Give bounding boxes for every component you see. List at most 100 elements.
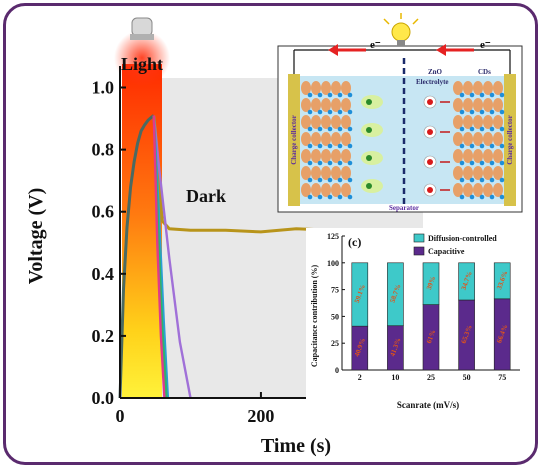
y-axis-label: Voltage (V) bbox=[25, 188, 47, 284]
series-line-0 bbox=[118, 114, 155, 399]
zno-particle bbox=[301, 149, 311, 163]
cd-dot bbox=[307, 194, 313, 200]
bar-segment-1 bbox=[493, 262, 511, 300]
electron-label-left: e⁻ bbox=[370, 39, 381, 51]
cd-dot bbox=[337, 160, 343, 166]
separator-label: Separator bbox=[389, 204, 419, 212]
zno-particle bbox=[331, 98, 341, 112]
cd-dot bbox=[499, 126, 505, 132]
zno-particle bbox=[321, 132, 331, 146]
zno-particle bbox=[483, 132, 493, 146]
bar-x-tick-label: 10 bbox=[391, 373, 399, 382]
zno-particle bbox=[483, 166, 493, 180]
ions bbox=[361, 95, 450, 197]
bar-y-tick-label: 75 bbox=[331, 286, 339, 295]
cd-dot bbox=[327, 92, 333, 98]
cd-dot bbox=[499, 143, 505, 149]
y-tick-label: 0.4 bbox=[92, 264, 115, 284]
cd-dot bbox=[489, 177, 495, 183]
zno-particle bbox=[473, 98, 483, 112]
zno-particle bbox=[463, 81, 473, 95]
cd-dot bbox=[307, 109, 313, 115]
anion-core bbox=[366, 155, 372, 161]
cd-dot bbox=[499, 109, 505, 115]
zno-label: ZnO bbox=[428, 68, 443, 76]
zno-particle bbox=[321, 149, 331, 163]
zno-particle bbox=[341, 115, 351, 129]
cd-dot bbox=[307, 126, 313, 132]
zno-particle bbox=[493, 149, 503, 163]
bar-layer: 025507510012540.9%59.1%241.3%58.7%1061%3… bbox=[327, 232, 520, 382]
cd-dot bbox=[317, 126, 323, 132]
cd-dot bbox=[337, 143, 343, 149]
cd-dot bbox=[469, 194, 475, 200]
zno-particle bbox=[311, 166, 321, 180]
anion-core bbox=[366, 99, 372, 105]
zno-particle bbox=[453, 149, 463, 163]
electron-arrow-left-icon bbox=[328, 44, 366, 56]
cd-dot bbox=[469, 177, 475, 183]
cd-dot bbox=[317, 92, 323, 98]
bulb-icon bbox=[383, 13, 419, 46]
bar-inset-bg bbox=[306, 228, 528, 424]
bar-segment-1 bbox=[422, 262, 440, 305]
cd-dot bbox=[469, 160, 475, 166]
cd-dot bbox=[469, 92, 475, 98]
cd-dot bbox=[327, 109, 333, 115]
figure-frame: Light Dark 02004000.00.20.40.60.81.0 Tim… bbox=[3, 3, 538, 465]
cd-dot bbox=[499, 160, 505, 166]
zno-particle bbox=[331, 132, 341, 146]
zno-particle bbox=[483, 183, 493, 197]
zno-particle bbox=[311, 132, 321, 146]
zno-particle bbox=[483, 115, 493, 129]
zno-particle bbox=[483, 81, 493, 95]
cd-dot bbox=[489, 160, 495, 166]
zno-particle bbox=[453, 166, 463, 180]
y-tick-label: 0.8 bbox=[92, 140, 115, 160]
schematic-inset: e⁻ e⁻ Separator Electrolyte ZnO CDs Char… bbox=[277, 13, 523, 213]
anion-core bbox=[366, 183, 372, 189]
zno-particle bbox=[473, 183, 483, 197]
cd-dot bbox=[307, 143, 313, 149]
cd-dot bbox=[479, 177, 485, 183]
zno-particle bbox=[331, 183, 341, 197]
cation-core bbox=[427, 99, 433, 105]
cd-dot bbox=[337, 109, 343, 115]
zno-particle bbox=[493, 132, 503, 146]
bar-x-tick-label: 2 bbox=[358, 373, 362, 382]
cd-dot bbox=[307, 160, 313, 166]
cd-dot bbox=[337, 177, 343, 183]
cd-dot bbox=[317, 143, 323, 149]
zno-particle bbox=[493, 98, 503, 112]
bar-y-tick-label: 100 bbox=[327, 259, 339, 268]
cd-dot bbox=[479, 143, 485, 149]
zno-particle bbox=[463, 115, 473, 129]
zno-particle bbox=[453, 81, 463, 95]
cd-dot bbox=[459, 126, 465, 132]
zno-particle bbox=[453, 183, 463, 197]
bar-legend-label: Capacitive bbox=[428, 247, 465, 256]
cd-dot bbox=[469, 126, 475, 132]
dark-annotation: Dark bbox=[186, 186, 226, 206]
cation-core bbox=[427, 187, 433, 193]
lamp-glow bbox=[114, 30, 170, 86]
cds-label: CDs bbox=[478, 68, 491, 76]
electrode-right bbox=[453, 81, 505, 200]
bar-panel-label: (c) bbox=[348, 235, 361, 249]
cd-dot bbox=[307, 177, 313, 183]
zno-particle bbox=[463, 132, 473, 146]
bar-chart-inset: 025507510012540.9%59.1%241.3%58.7%1061%3… bbox=[306, 228, 528, 424]
cd-dot bbox=[459, 143, 465, 149]
cd-dot bbox=[337, 92, 343, 98]
bar-x-tick-label: 50 bbox=[463, 373, 471, 382]
zno-particle bbox=[463, 183, 473, 197]
zno-particle bbox=[341, 132, 351, 146]
cd-dot bbox=[327, 160, 333, 166]
y-tick-label: 0.6 bbox=[92, 202, 115, 222]
zno-particle bbox=[341, 98, 351, 112]
cd-dot bbox=[459, 160, 465, 166]
cd-dot bbox=[347, 109, 353, 115]
cd-dot bbox=[459, 92, 465, 98]
cd-dot bbox=[479, 126, 485, 132]
y-tick-label: 1.0 bbox=[92, 78, 115, 98]
